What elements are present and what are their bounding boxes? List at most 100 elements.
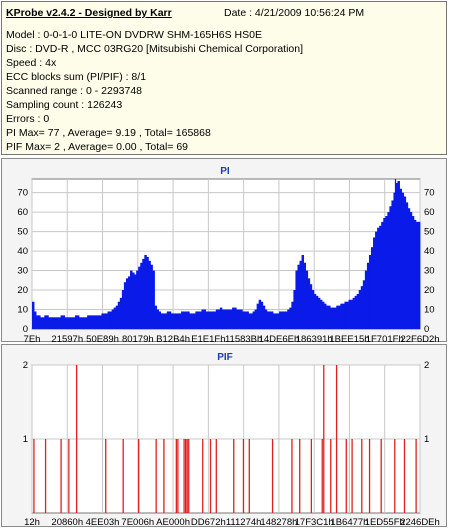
pi-bar [158, 311, 162, 329]
pi-bar [172, 313, 176, 329]
pi-y-tick-right: 40 [424, 246, 435, 257]
pi-bar [391, 200, 394, 329]
pi-bar [156, 309, 160, 329]
pi-y-tick-left: 50 [17, 227, 28, 238]
app-title: KProbe v2.4.2 - Designed by Karr [6, 7, 172, 19]
pif-y-tick-left: 2 [23, 360, 28, 371]
pi-bar [205, 311, 209, 329]
pi-bar [299, 260, 302, 329]
pi-chart-title: PI [220, 166, 230, 177]
info-sampling: Sampling count : 126243 [6, 99, 123, 111]
info-pi-stats: PI Max= 77 , Average= 9.19 , Total= 1658… [6, 127, 211, 139]
pif-x-tick: 7E006h [121, 517, 154, 528]
pi-bar [52, 317, 55, 329]
pi-bar [109, 311, 113, 329]
pi-bar [336, 305, 339, 329]
pi-bar [238, 309, 241, 329]
pi-bar [381, 221, 384, 329]
pi-bar [379, 225, 382, 329]
pi-bar [281, 311, 284, 329]
pi-bar [140, 262, 143, 329]
pi-bar [362, 280, 366, 329]
pi-bar [307, 278, 311, 329]
pi-bar [176, 313, 180, 329]
pi-bar [146, 256, 149, 329]
pi-bar [266, 311, 270, 329]
pi-bar [150, 264, 153, 329]
pi-bar [328, 305, 331, 329]
pi-x-tick: 50E89h [86, 334, 119, 343]
pi-bar [407, 208, 411, 329]
pi-bar [174, 313, 178, 329]
pi-bar [223, 309, 227, 329]
pi-bar [132, 272, 135, 329]
pi-bar [279, 311, 282, 329]
pi-bar [85, 317, 88, 329]
pi-bar [113, 307, 117, 329]
pi-bar [74, 315, 78, 329]
pif-grid [31, 364, 421, 513]
pi-x-tick: E1E1Fh [191, 334, 225, 343]
pi-bar [387, 212, 390, 329]
pi-bar [127, 276, 131, 329]
scan-date: Date : 4/21/2009 10:56:24 PM [224, 7, 365, 19]
pi-bar [270, 311, 274, 329]
pi-bar [236, 309, 239, 329]
pi-x-tick: 1BEE15h [329, 334, 369, 343]
pi-bar [105, 313, 108, 329]
pi-bar [317, 297, 321, 329]
pi-y-tick-left: 30 [17, 266, 28, 277]
pi-bar [354, 295, 358, 329]
pi-y-tick-right: 0 [424, 324, 429, 335]
pi-bar [32, 301, 35, 329]
pi-bar [413, 219, 417, 329]
pi-bar [368, 254, 372, 329]
pif-x-tick: 12h [24, 517, 40, 528]
pi-bar [417, 221, 421, 329]
pi-y-tick-right: 50 [424, 227, 435, 238]
pif-x-tick: 1ED55Fh [365, 517, 405, 528]
pi-bar [246, 311, 249, 329]
pi-bar [48, 317, 51, 329]
pi-bar [50, 317, 53, 329]
pi-bar [83, 317, 86, 329]
pi-y-tick-right: 20 [424, 285, 435, 296]
pi-bar [415, 221, 419, 329]
pi-bar [252, 311, 255, 329]
pi-x-tick: 22F6D2h [400, 334, 439, 343]
pi-bar [70, 317, 74, 329]
pi-bar [136, 270, 139, 329]
pi-bar [272, 313, 276, 329]
pi-bar [262, 305, 266, 329]
pi-bar [111, 309, 115, 329]
pi-bar [119, 297, 123, 329]
pi-bar [97, 315, 100, 329]
pi-bar [217, 309, 221, 329]
pi-bar [154, 305, 157, 329]
pi-bar [283, 311, 286, 329]
pi-bar [375, 231, 378, 329]
pi-bar [364, 270, 368, 329]
pi-bar [338, 305, 341, 329]
info-disc: Disc : DVD-R , MCC 03RG20 [Mitsubishi Ch… [6, 43, 303, 55]
pi-bar [356, 293, 360, 329]
pi-y-tick-left: 10 [17, 305, 28, 316]
pi-bar [62, 315, 66, 329]
pi-bar [144, 254, 147, 329]
pi-bar [78, 317, 82, 329]
pi-bar [297, 264, 300, 329]
pi-bar [95, 315, 98, 329]
pi-bar [397, 180, 400, 329]
pi-bar [303, 262, 307, 329]
pi-bar [395, 182, 398, 329]
pi-bar [319, 299, 323, 329]
pi-bar [295, 270, 298, 329]
pi-x-tick: 186391h [296, 334, 333, 343]
pi-bar [321, 301, 325, 329]
pi-bar [250, 313, 253, 329]
pi-bar [340, 303, 343, 329]
pi-bar [130, 270, 133, 329]
pi-bar [99, 315, 102, 329]
pi-bar [264, 309, 268, 329]
pi-bar [334, 307, 337, 329]
